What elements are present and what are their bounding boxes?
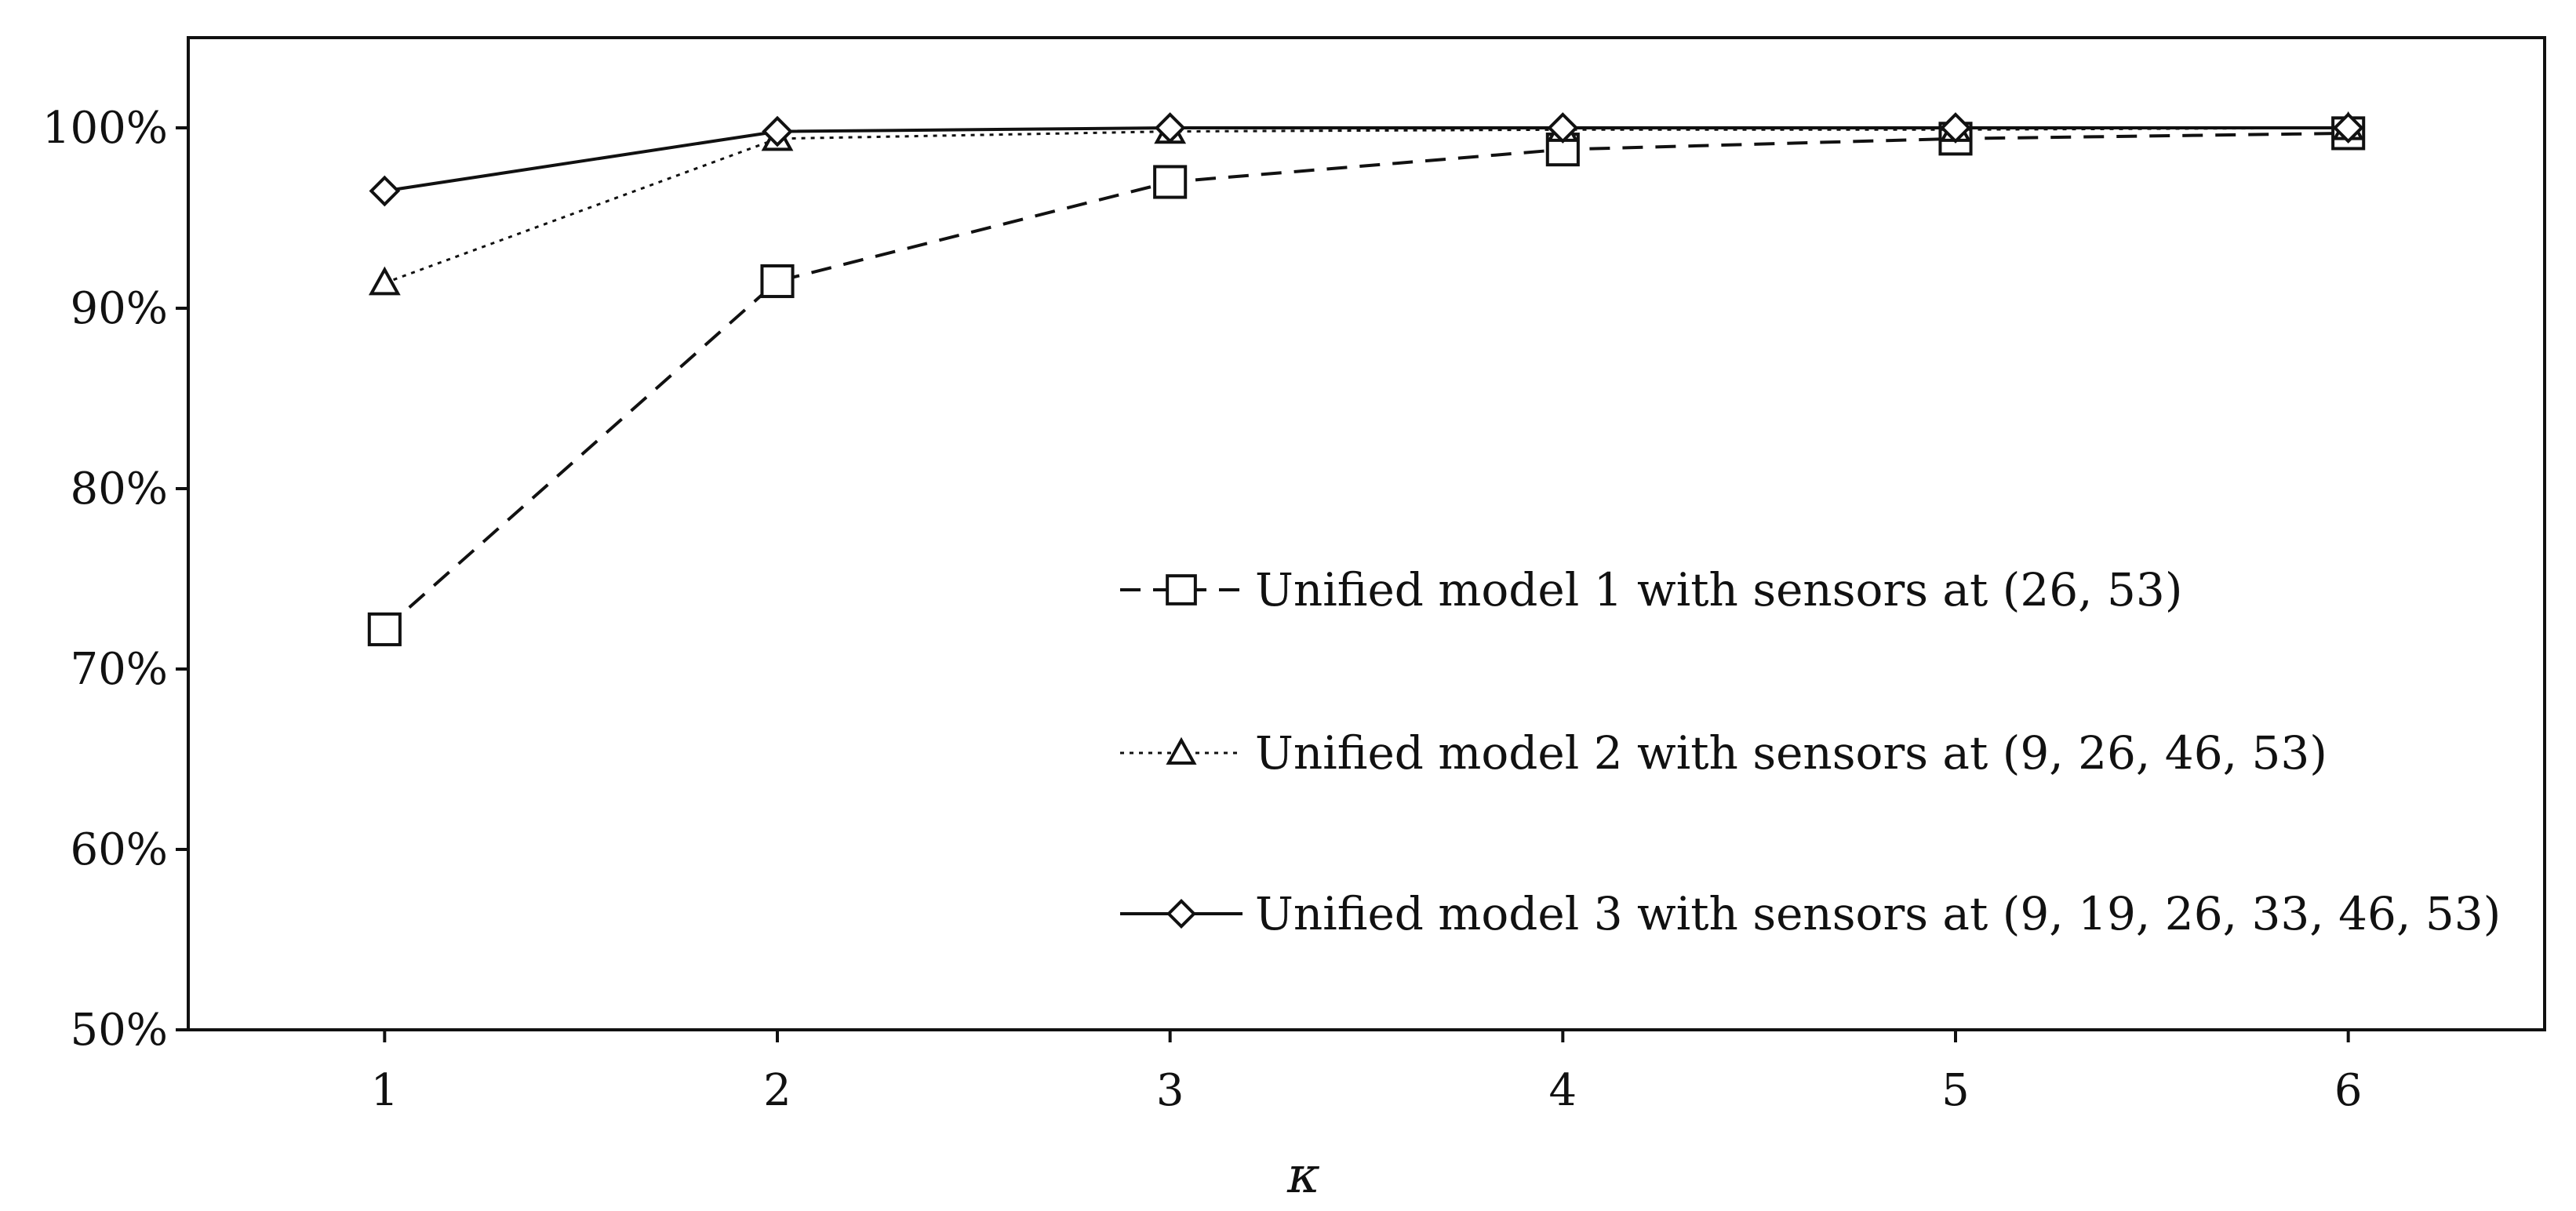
y-axis: 50% 60% 70% 80% 90% 100%	[42, 103, 188, 1056]
x-tick-label: 3	[1156, 1065, 1184, 1116]
legend-marker	[1166, 736, 1197, 765]
legend-item: Unified model 2 with sensors at (9, 26, …	[1120, 726, 2327, 780]
y-tick-label: 50%	[71, 1005, 168, 1056]
legend-item: Unified model 3 with sensors at (9, 19, …	[1120, 887, 2501, 940]
legend-marker	[1166, 574, 1197, 606]
legend-label: Unified model 1 with sensors at (26, 53)	[1255, 563, 2182, 616]
y-tick-label: 80%	[71, 464, 168, 515]
series-2	[368, 111, 2365, 296]
data-point	[367, 612, 402, 646]
legend-label: Unified model 3 with sensors at (9, 19, …	[1255, 887, 2501, 940]
data-point	[760, 264, 795, 299]
data-point	[1547, 112, 1579, 144]
x-tick-label: 1	[371, 1065, 399, 1116]
x-axis-title: κ	[1286, 1147, 1320, 1205]
x-tick-label: 5	[1941, 1065, 1970, 1116]
legend-item: Unified model 1 with sensors at (26, 53)	[1120, 563, 2182, 616]
data-point	[1940, 112, 1971, 144]
plot-frame	[187, 36, 2546, 1031]
data-point	[1153, 165, 1188, 199]
legend: Unified model 1 with sensors at (26, 53)…	[1120, 563, 2501, 940]
x-tick-label: 6	[2334, 1065, 2363, 1116]
y-tick-label: 60%	[71, 824, 168, 875]
data-point	[1154, 112, 1186, 144]
legend-label: Unified model 2 with sensors at (9, 26, …	[1255, 726, 2327, 780]
legend-marker	[1166, 899, 1196, 929]
series-layer	[367, 111, 2366, 646]
y-tick-label: 100%	[42, 103, 168, 154]
series-line	[384, 131, 2349, 631]
series-line	[384, 126, 2349, 193]
x-tick-label: 2	[763, 1065, 791, 1116]
x-axis: 1 2 3 4 5 6	[371, 1030, 2363, 1116]
x-tick-label: 4	[1549, 1065, 1577, 1116]
data-point	[762, 115, 793, 147]
data-point	[368, 266, 401, 296]
series-3	[369, 112, 2364, 207]
data-point	[369, 175, 401, 207]
y-tick-label: 90%	[71, 283, 168, 334]
series-1	[367, 116, 2366, 646]
y-tick-label: 70%	[71, 644, 168, 695]
series-line	[384, 126, 2349, 285]
data-point	[2332, 112, 2364, 144]
